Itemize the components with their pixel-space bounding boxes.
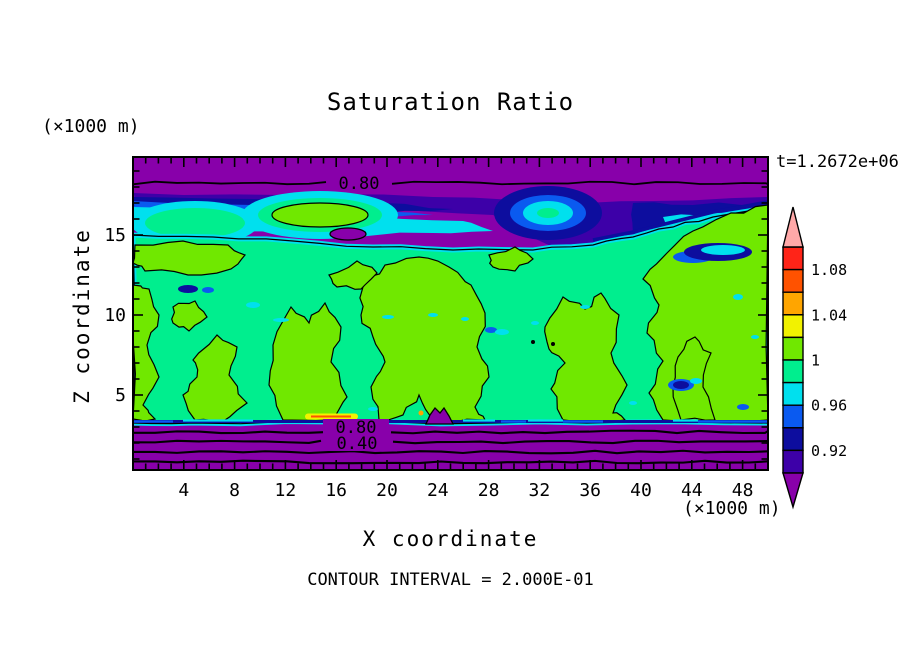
colorbar-segment-cyan <box>782 381 804 406</box>
edge-accent <box>592 200 768 242</box>
axis-ticks <box>134 158 767 469</box>
speckle <box>202 287 214 293</box>
upper-blob <box>145 208 245 238</box>
x-tick-label: 24 <box>427 480 449 501</box>
speckle <box>673 381 689 389</box>
supersaturation-region <box>328 260 378 290</box>
contour-label: 0.40 <box>337 434 378 454</box>
y-tick-label: 15 <box>104 225 126 246</box>
colorbar-label: 1.08 <box>811 261 847 279</box>
speckle <box>629 401 637 405</box>
colorbar-segment-navy <box>782 427 804 452</box>
speckle <box>178 285 198 293</box>
speckle <box>751 335 759 339</box>
colorbar-segment-orange <box>782 291 804 316</box>
y-tick-label: 5 <box>115 385 126 406</box>
x-tick-label: 16 <box>325 480 347 501</box>
speckle <box>551 342 555 346</box>
colorbar-segment-spring <box>782 359 804 384</box>
x-tick-label: 12 <box>275 480 297 501</box>
colorbar-segment-chartreuse <box>782 336 804 361</box>
boundary-spike <box>424 406 455 425</box>
contour-label-box <box>323 419 389 435</box>
contour-label: 0.80 <box>336 418 377 438</box>
speckle <box>461 317 469 321</box>
colorbar-segment-indigo <box>782 449 804 474</box>
supersaturation-region <box>268 301 348 422</box>
speckle <box>428 313 438 317</box>
warm-dot <box>418 410 424 416</box>
contour-interval-note: CONTOUR INTERVAL = 2.000E-01 <box>307 570 594 590</box>
closed-contour <box>329 227 367 241</box>
speckle <box>495 329 509 335</box>
colorbar-label: 0.96 <box>811 397 847 415</box>
eye-feature <box>537 208 559 218</box>
speckle <box>737 404 749 410</box>
speckle <box>733 294 743 300</box>
x-tick-label: 48 <box>732 480 754 501</box>
supersaturation-region <box>488 246 534 272</box>
speckle <box>368 407 378 411</box>
speckle <box>690 378 702 384</box>
colorbar-label: 1 <box>811 352 820 370</box>
x-tick-label: 44 <box>681 480 703 501</box>
y-tick-label: 10 <box>104 305 126 326</box>
x-axis-label: X coordinate <box>362 527 539 551</box>
speckle <box>485 327 497 333</box>
colorbar-segment-yellow <box>782 314 804 339</box>
contour-line <box>133 459 768 465</box>
speckle <box>701 245 745 255</box>
speckle <box>580 305 590 309</box>
colorbar-segment-red <box>782 246 804 271</box>
x-tick-label: 32 <box>529 480 551 501</box>
plot-area: 0.800.800.40 <box>133 157 768 470</box>
x-tick-label: 28 <box>478 480 500 501</box>
page-title: Saturation Ratio <box>326 88 575 116</box>
speckle <box>531 321 539 325</box>
x-tick-label: 20 <box>376 480 398 501</box>
colorbar-label: 0.92 <box>811 442 847 460</box>
colorbar-under-arrow <box>782 472 804 510</box>
x-axis-units-label: (×1000 m) <box>683 498 781 519</box>
x-tick-label: 8 <box>229 480 240 501</box>
supersaturation-region <box>171 300 208 332</box>
colorbar-over-arrow <box>782 206 804 248</box>
contour-line <box>133 449 768 455</box>
speckle <box>531 340 535 344</box>
contour-line <box>391 180 768 186</box>
contour-line <box>133 439 322 444</box>
contour-label: 0.80 <box>339 174 380 194</box>
colorbar-segment-blue <box>782 404 804 429</box>
colorbar-label: 1.04 <box>811 306 847 324</box>
x-tick-label: 36 <box>579 480 601 501</box>
speckle <box>382 315 394 319</box>
contour-line <box>390 429 768 435</box>
supersaturation-region <box>133 240 246 276</box>
time-annotation: t=1.2672e+06 <box>776 152 899 172</box>
supersaturation-region <box>182 334 248 423</box>
contour-label-box <box>323 436 391 451</box>
x-tick-label: 40 <box>630 480 652 501</box>
contour-line <box>392 439 768 445</box>
plot-frame <box>132 156 769 471</box>
x-tick-label: 4 <box>178 480 189 501</box>
upper-blob <box>271 202 369 228</box>
speckle <box>273 318 289 322</box>
y-axis-units-label: (×1000 m) <box>42 116 140 137</box>
contour-line <box>133 430 324 435</box>
contour-line <box>133 180 327 186</box>
speckle <box>246 302 260 308</box>
colorbar-segment-orangered <box>782 268 804 293</box>
